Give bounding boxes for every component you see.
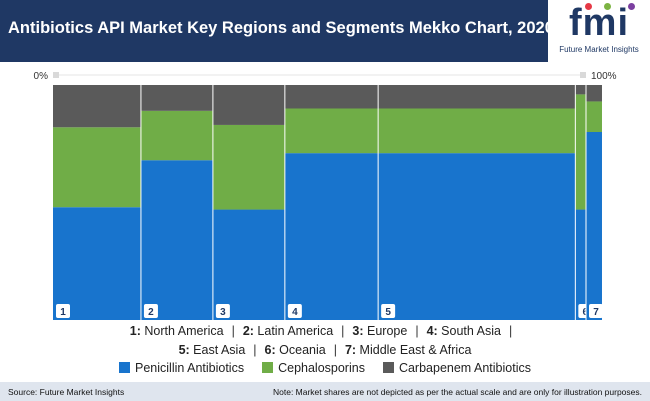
series-legend-swatch: [119, 362, 130, 373]
bar-7-cephalosporins: [586, 101, 602, 132]
region-badge-label-2: 2: [148, 307, 154, 318]
legend-separator: |: [341, 324, 345, 338]
series-legend-label: Carbapenem Antibiotics: [398, 361, 531, 375]
series-legend-label: Cephalosporins: [278, 361, 365, 375]
region-legend-item: 4: South Asia: [427, 324, 501, 338]
legend-separator: |: [508, 324, 513, 338]
logo-dot-green: [604, 3, 611, 10]
region-badge-2: [143, 304, 158, 318]
bar-2-carbapenem-antibiotics: [140, 85, 213, 111]
legend-separator: |: [231, 324, 235, 338]
bar-4-carbapenem-antibiotics: [284, 85, 379, 109]
legend-separator: |: [333, 343, 337, 357]
region-legend-item: 2: Latin America: [243, 324, 333, 338]
series-legend: Penicillin Antibiotics Cephalosporins Carb…: [0, 361, 650, 375]
series-legend-swatch: [262, 362, 274, 373]
footer-bar: Source: Future Market Insights Note: Mar…: [0, 382, 650, 401]
region-badge-4: [287, 304, 302, 318]
region-legend-number: 7:: [344, 343, 357, 357]
x-axis-end-marker: [580, 72, 586, 78]
region-legend-number: 5:: [178, 343, 190, 357]
x-axis-max-label: 100%: [591, 71, 617, 82]
bar-4-penicillin-antibiotics: [284, 153, 379, 320]
region-badge-1: [56, 304, 70, 318]
logo-dot-red: [585, 3, 592, 10]
footer-note: Note: Market shares are not depicted as …: [272, 387, 642, 397]
region-badge-label-3: 3: [220, 307, 226, 318]
region-legend-name: North America: [140, 324, 224, 338]
region-legend-number: 1:: [129, 324, 141, 338]
series-legend-label: Penicillin Antibiotics: [135, 361, 245, 375]
series-legend-item: Penicillin Antibiotics: [119, 361, 244, 375]
bar-2-cephalosporins: [140, 110, 213, 161]
bar-6-cephalosporins: [575, 94, 586, 210]
region-legend-number: 2:: [242, 324, 254, 338]
region-legend-item: 5: East Asia: [179, 343, 246, 357]
region-legend-number: 4:: [426, 324, 438, 338]
region-badge-label-4: 4: [292, 307, 298, 318]
region-badge-7: [589, 304, 603, 318]
series-legend-swatch: [382, 362, 394, 373]
region-legend-item: 6: Oceania: [265, 343, 326, 357]
region-legend-name: East Asia: [189, 343, 246, 357]
bar-2-penicillin-antibiotics: [140, 160, 213, 320]
x-axis-min-label: 0%: [34, 71, 49, 82]
bar-1-cephalosporins: [53, 127, 141, 208]
legend-separator: |: [253, 343, 257, 357]
region-legend-number: 3:: [352, 324, 364, 338]
region-legend-name: Oceania: [275, 343, 326, 357]
region-legend-name: Europe: [363, 324, 408, 338]
region-legend-name: Middle East & Africa: [356, 343, 472, 357]
footer-source: Source: Future Market Insights: [8, 387, 125, 397]
region-legend-item: 7: Middle East & Africa: [345, 343, 471, 357]
bar-7-penicillin-antibiotics: [586, 132, 602, 320]
series-legend-item: Cephalosporins: [262, 361, 365, 375]
bar-7-carbapenem-antibiotics: [586, 85, 602, 102]
region-badge-label-1: 1: [60, 307, 66, 318]
bar-5-cephalosporins: [378, 108, 576, 154]
logo-dot-purple: [628, 3, 635, 10]
bar-6-carbapenem-antibiotics: [575, 85, 586, 95]
logo-caption: Future Market Insights: [559, 45, 639, 54]
region-legend-name: South Asia: [437, 324, 501, 338]
bar-6-penicillin-antibiotics: [575, 209, 586, 320]
chart-title: Antibiotics API Market Key Regions and S…: [8, 19, 554, 37]
region-badge-label-7: 7: [593, 307, 599, 318]
bar-1-penicillin-antibiotics: [53, 207, 141, 320]
region-legend-name: Latin America: [253, 324, 334, 338]
chart-header: Antibiotics API Market Key Regions and S…: [0, 0, 650, 62]
bar-3-carbapenem-antibiotics: [212, 85, 285, 125]
bar-3-cephalosporins: [212, 124, 285, 210]
bar-3-penicillin-antibiotics: [212, 209, 285, 320]
region-badge-3: [215, 304, 230, 318]
region-legend-item: 1: North America: [130, 324, 224, 338]
region-legend-row-1: 1: North America | 2: Latin America | 3: Eur…: [0, 324, 650, 338]
x-axis-start-marker: [53, 72, 59, 78]
logo-letters: fmi: [569, 2, 629, 44]
bar-1-carbapenem-antibiotics: [53, 85, 141, 128]
bar-5-carbapenem-antibiotics: [378, 85, 576, 109]
fmi-logo: fmi Future Market Insights: [548, 0, 650, 62]
region-legend-row-2: 5: East Asia | 6: Oceania | 7: Middle East &…: [0, 343, 650, 357]
region-legend-item: 3: Europe: [352, 324, 407, 338]
series-legend-item: Carbapenem Antibiotics: [382, 361, 531, 375]
legend-separator: |: [415, 324, 419, 338]
region-badge-label-5: 5: [385, 307, 391, 318]
region-badge-5: [381, 304, 396, 318]
bar-4-cephalosporins: [284, 108, 379, 154]
region-legend-number: 6:: [264, 343, 276, 357]
bar-5-penicillin-antibiotics: [378, 153, 576, 320]
